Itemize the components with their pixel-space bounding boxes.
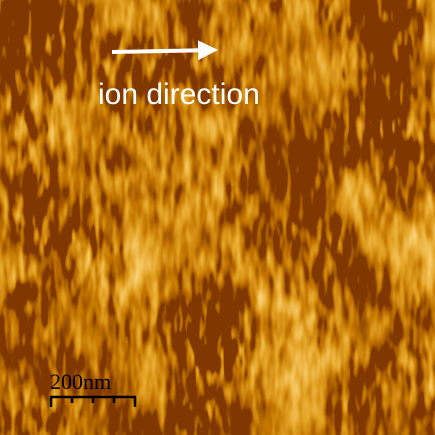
afm-image-view: ion direction 200nm	[0, 0, 435, 435]
page: ion direction 200nm (() => { const data …	[0, 0, 435, 435]
afm-topography	[7, 5, 428, 427]
scale-bar-label: 200nm	[50, 369, 111, 394]
annotation: ion direction	[98, 78, 260, 111]
direction-arrow	[112, 50, 214, 52]
